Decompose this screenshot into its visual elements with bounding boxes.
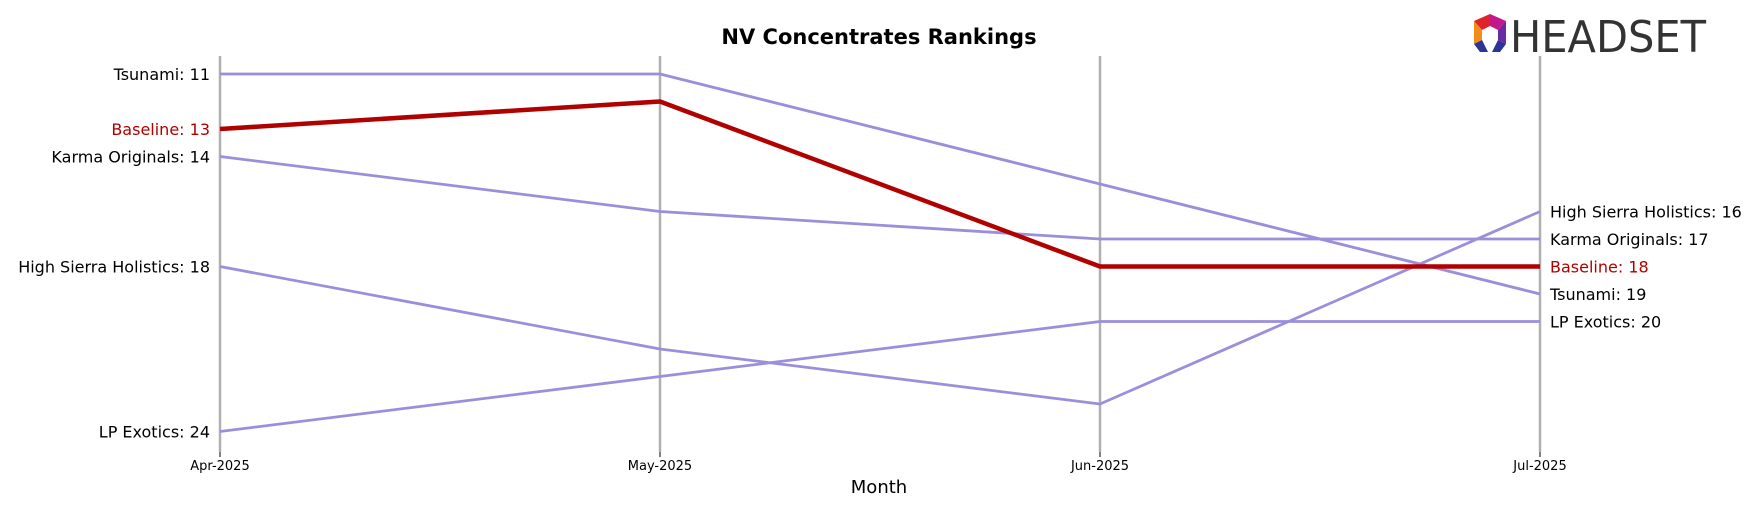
left-label-high-sierra-holistics: High Sierra Holistics: 18 [18,258,210,277]
right-label-tsunami: Tsunami: 19 [1549,285,1646,304]
headset-logo-text: HEADSET [1510,12,1706,63]
right-label-baseline: Baseline: 18 [1550,258,1649,277]
left-rank-labels: Tsunami: 11 Baseline: 13 Karma Originals: … [18,65,210,442]
x-tick-label: Apr-2025 [190,459,249,474]
x-tick-label: May-2025 [628,459,692,474]
right-label-karma-originals: Karma Originals: 17 [1550,230,1709,249]
series-line-karma-originals [219,155,1540,241]
left-label-lp-exotics: LP Exotics: 24 [99,423,210,442]
series-line-baseline [219,99,1540,269]
x-tick-label: Jul-2025 [1512,459,1566,474]
left-label-baseline: Baseline: 13 [111,120,210,139]
x-axis-ticks: Apr-2025 May-2025 Jun-2025 Jul-2025 [190,452,1567,474]
headset-logo-mark [1474,14,1506,52]
x-tick-label: Jun-2025 [1070,459,1129,474]
series-lines [219,72,1541,433]
series-line-high-sierra-holistics [219,210,1541,406]
month-gridlines [218,56,1542,452]
headset-logo: HEADSET [1474,12,1706,63]
series-line-lp-exotics [219,320,1540,433]
chart-title: NV Concentrates Rankings [721,25,1036,49]
left-label-tsunami: Tsunami: 11 [113,65,210,84]
x-axis-label: Month [851,477,907,498]
right-label-high-sierra-holistics: High Sierra Holistics: 16 [1550,203,1742,222]
right-rank-labels: Tsunami: 19 Baseline: 18 Karma Originals: … [1549,203,1742,332]
right-label-lp-exotics: LP Exotics: 20 [1550,313,1661,332]
left-label-karma-originals: Karma Originals: 14 [51,148,210,167]
